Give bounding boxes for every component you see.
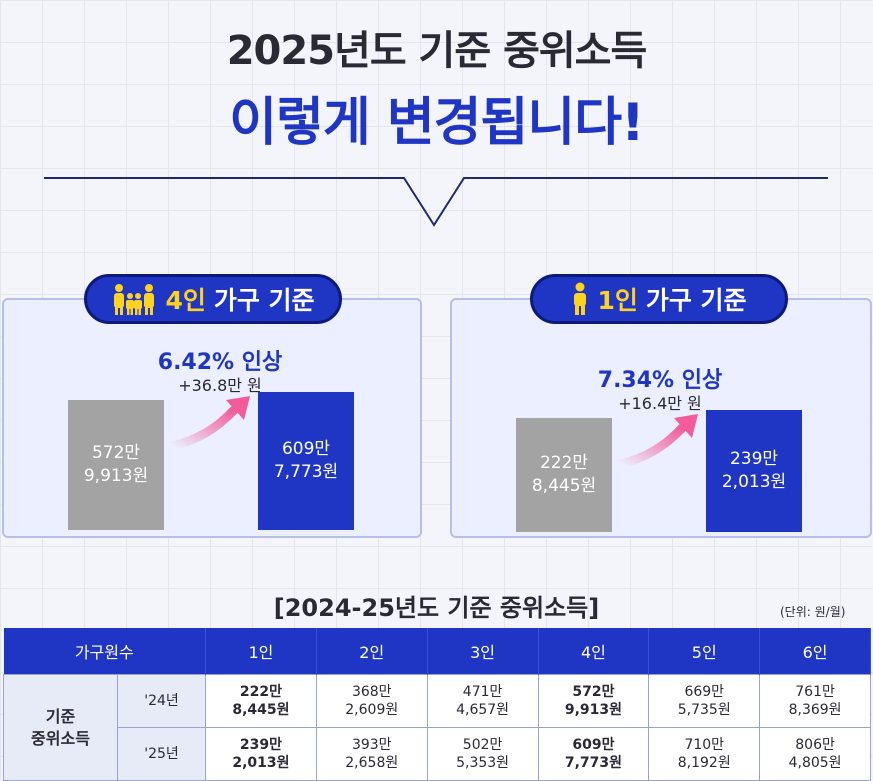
table-title: [2024-25년도 기준 중위소득] — [273, 594, 600, 622]
income-value-line2: 2,609원 — [345, 702, 399, 718]
income-value-line1: 572만 — [572, 684, 615, 700]
income-value-line1: 239만 — [239, 737, 282, 753]
column-header: 5인 — [648, 628, 761, 675]
column-header: 3인 — [427, 628, 539, 675]
income-value-line1: 761만 — [795, 684, 835, 700]
income-value-line2: 2,013원 — [232, 755, 290, 771]
income-cell: 609만 7,773원 — [537, 727, 650, 781]
card-label-text: 가구 기준 — [213, 286, 315, 315]
bar-value-line2: 2,013원 — [721, 472, 787, 492]
increase-arrow-icon — [616, 414, 698, 469]
income-value-line2: 5,353원 — [456, 755, 510, 771]
card-4-person-label: 4인 가구 기준 — [84, 274, 342, 324]
column-header: 1인 — [205, 628, 317, 675]
increase-arrow-icon — [168, 396, 250, 451]
table-row: '25년 239만 2,013원 393만 2,658원 502만 5,353원 609만 7,… — [4, 727, 871, 781]
income-cell: 222만 8,445원 — [205, 674, 317, 728]
bar-2025: 609만 7,773원 — [258, 392, 354, 530]
income-cell: 471만 4,657원 — [426, 674, 539, 728]
income-value-line2: 2,658원 — [345, 755, 399, 771]
person-icon — [574, 282, 587, 315]
income-cell: 502만 5,353원 — [426, 727, 539, 781]
increase-amount: +36.8만 원 — [178, 376, 262, 395]
row-header-line1: 기준 — [45, 706, 76, 726]
income-value-line2: 4,657원 — [456, 702, 510, 718]
income-value-line2: 8,445원 — [232, 702, 290, 718]
card-label-number: 4인 — [165, 286, 206, 315]
income-value-line2: 5,735원 — [677, 702, 731, 718]
income-value-line1: 368만 — [351, 684, 392, 700]
income-value-line1: 669만 — [684, 684, 725, 700]
bar-2025: 239만 2,013원 — [706, 410, 802, 532]
income-cell: 393만 2,658원 — [315, 727, 428, 781]
income-value-line1: 806만 — [795, 737, 835, 753]
income-value-line1: 502만 — [462, 737, 503, 753]
family-icon — [114, 284, 155, 315]
bar-value-line1: 239만 — [729, 449, 779, 469]
bar-2024: 572만 9,913원 — [68, 400, 164, 530]
column-header: 4인 — [538, 628, 650, 675]
year-cell: '25년 — [116, 727, 207, 781]
divider-chevron — [44, 177, 828, 227]
card-label-text: 가구 기준 — [645, 286, 747, 315]
income-value-line1: 222만 — [239, 684, 282, 700]
income-value-line2: 8,192원 — [677, 755, 731, 771]
median-income-table: 가구원수 1인 2인 3인 4인 5인 6인 기준 중위소득 '24년 222만 8,4… — [3, 628, 871, 781]
income-cell: 572만 9,913원 — [537, 674, 650, 728]
income-value-line2: 9,913원 — [564, 702, 622, 718]
bar-value-line2: 9,913원 — [83, 466, 149, 486]
income-cell: 710만 8,192원 — [648, 727, 761, 781]
bar-value-line1: 609만 — [281, 439, 331, 459]
increase-rate: 7.34% 인상 — [597, 368, 723, 393]
bar-value-line2: 7,773원 — [273, 462, 339, 482]
income-value-line2: 7,773원 — [564, 755, 622, 771]
year-cell: '24년 — [116, 674, 207, 728]
bar-value-line2: 8,445원 — [531, 476, 597, 496]
unit-note: (단위: 원/월) — [780, 605, 846, 619]
column-header: 2인 — [316, 628, 428, 675]
income-cell: 368만 2,609원 — [315, 674, 428, 728]
table-header-row: 가구원수 1인 2인 3인 4인 5인 6인 — [3, 628, 871, 675]
column-header: 6인 — [759, 628, 871, 675]
increase-rate: 6.42% 인상 — [157, 350, 283, 375]
income-cell: 239만 2,013원 — [205, 727, 317, 781]
income-value-line1: 710만 — [684, 737, 725, 753]
row-header-median-income: 기준 중위소득 — [3, 674, 118, 781]
bar-value-line1: 222만 — [539, 453, 589, 473]
card-label-number: 1인 — [597, 286, 638, 315]
bar-2024: 222만 8,445원 — [516, 418, 612, 532]
bar-value-line1: 572만 — [91, 443, 141, 463]
income-cell: 669만 5,735원 — [648, 674, 761, 728]
income-value-line1: 609만 — [572, 737, 615, 753]
income-value-line2: 8,369원 — [788, 702, 842, 718]
increase-amount: +16.4만 원 — [618, 394, 702, 413]
income-value-line1: 393만 — [351, 737, 392, 753]
card-1-person-label: 1인 가구 기준 — [530, 274, 788, 324]
income-value-line2: 4,805원 — [788, 755, 842, 771]
row-header-line2: 중위소득 — [31, 728, 90, 748]
income-cell: 806만 4,805원 — [759, 727, 871, 781]
headline-subtitle: 이렇게 변경됩니다! — [229, 93, 645, 153]
table-row: 기준 중위소득 '24년 222만 8,445원 368만 2,609원 471만 4,657원… — [3, 674, 871, 781]
headline-title: 2025년도 기준 중위소득 — [226, 28, 648, 74]
income-value-line1: 471만 — [462, 684, 503, 700]
income-cell: 761만 8,369원 — [759, 674, 871, 728]
column-header-household: 가구원수 — [3, 628, 207, 675]
